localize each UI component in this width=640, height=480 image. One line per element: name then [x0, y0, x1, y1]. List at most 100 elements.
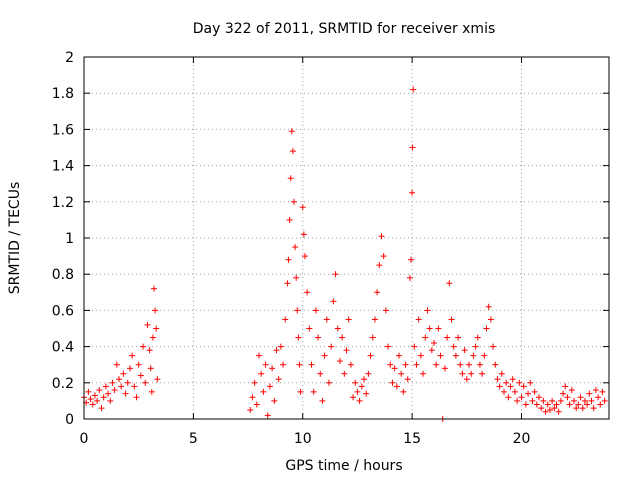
- data-point: [251, 379, 258, 386]
- data-point: [406, 274, 413, 281]
- data-point: [413, 361, 420, 368]
- data-point: [297, 388, 304, 395]
- data-point: [479, 370, 486, 377]
- data-point: [363, 390, 370, 397]
- data-point: [146, 347, 153, 354]
- data-point: [111, 387, 118, 394]
- x-tick-label: 10: [294, 431, 312, 447]
- data-point: [396, 352, 402, 359]
- data-point: [147, 365, 154, 372]
- x-tick-label: 5: [189, 431, 198, 447]
- data-point: [100, 394, 107, 401]
- data-point: [516, 379, 523, 386]
- y-tick-label: 1.6: [52, 122, 74, 138]
- data-point: [389, 379, 396, 386]
- data-point: [326, 379, 332, 386]
- data-point: [260, 388, 267, 395]
- data-point: [365, 370, 372, 377]
- data-point: [538, 405, 545, 412]
- data-point: [408, 256, 415, 263]
- data-point: [343, 347, 350, 354]
- data-point: [358, 383, 365, 390]
- data-point: [120, 370, 127, 377]
- data-point: [336, 358, 343, 365]
- data-point: [330, 298, 337, 305]
- y-tick-label: 2: [65, 50, 74, 66]
- data-point: [496, 383, 503, 390]
- data-point: [280, 361, 287, 368]
- data-point: [289, 148, 296, 155]
- data-point: [317, 370, 324, 377]
- data-point: [124, 379, 131, 386]
- data-point: [296, 361, 303, 368]
- data-point: [474, 334, 481, 341]
- data-point: [415, 316, 422, 323]
- data-point: [273, 347, 280, 354]
- data-point: [288, 128, 295, 135]
- data-point: [568, 387, 575, 394]
- data-point: [575, 401, 582, 408]
- data-point: [102, 383, 109, 390]
- data-point: [142, 379, 149, 386]
- data-point: [481, 352, 488, 359]
- data-point: [557, 397, 564, 404]
- data-point: [476, 361, 483, 368]
- data-point: [400, 388, 407, 395]
- data-point: [85, 388, 92, 395]
- data-point: [258, 370, 265, 377]
- data-point: [560, 390, 567, 397]
- data-point: [592, 387, 599, 394]
- data-point: [590, 405, 597, 412]
- data-point: [527, 379, 534, 386]
- data-point: [332, 271, 339, 278]
- data-point: [391, 365, 398, 372]
- data-point: [448, 316, 455, 323]
- data-point: [417, 352, 424, 359]
- plot-frame: [83, 56, 610, 420]
- data-point: [247, 406, 254, 413]
- data-point: [577, 394, 584, 401]
- data-point: [135, 361, 142, 368]
- data-point: [514, 397, 521, 404]
- data-point: [118, 383, 125, 390]
- data-point: [571, 397, 577, 404]
- data-point: [450, 343, 457, 350]
- data-point: [256, 352, 262, 359]
- chart-title: Day 322 of 2011, SRMTID for receiver xmi…: [193, 21, 496, 37]
- data-point: [581, 397, 588, 404]
- x-tick-label: 0: [80, 431, 89, 447]
- y-tick-label: 0.8: [52, 267, 74, 283]
- data-point: [507, 383, 514, 390]
- data-point: [352, 379, 359, 386]
- data-point: [410, 86, 417, 93]
- data-point: [431, 339, 437, 346]
- data-point: [356, 397, 363, 404]
- data-point: [531, 388, 538, 395]
- data-point: [293, 274, 300, 281]
- data-point: [378, 233, 385, 240]
- data-point: [398, 370, 405, 377]
- data-point: [382, 307, 389, 314]
- data-point: [483, 325, 490, 332]
- data-point: [319, 397, 326, 404]
- grid-layer: [84, 57, 609, 419]
- data-point: [586, 390, 593, 397]
- data-point: [374, 289, 381, 296]
- data-point: [315, 334, 322, 341]
- data-point: [452, 352, 459, 359]
- data-point: [509, 376, 516, 383]
- data-point: [546, 406, 553, 413]
- data-point: [529, 397, 536, 404]
- data-point: [367, 352, 374, 359]
- data-point: [310, 388, 317, 395]
- data-point: [426, 325, 433, 332]
- data-point: [151, 285, 157, 292]
- data-point: [409, 189, 416, 196]
- data-point: [457, 361, 464, 368]
- x-axis-label: GPS time / hours: [285, 458, 402, 474]
- y-tick-label: 0.4: [52, 340, 74, 356]
- data-point: [292, 244, 299, 251]
- data-point: [282, 316, 289, 323]
- data-point: [588, 397, 595, 404]
